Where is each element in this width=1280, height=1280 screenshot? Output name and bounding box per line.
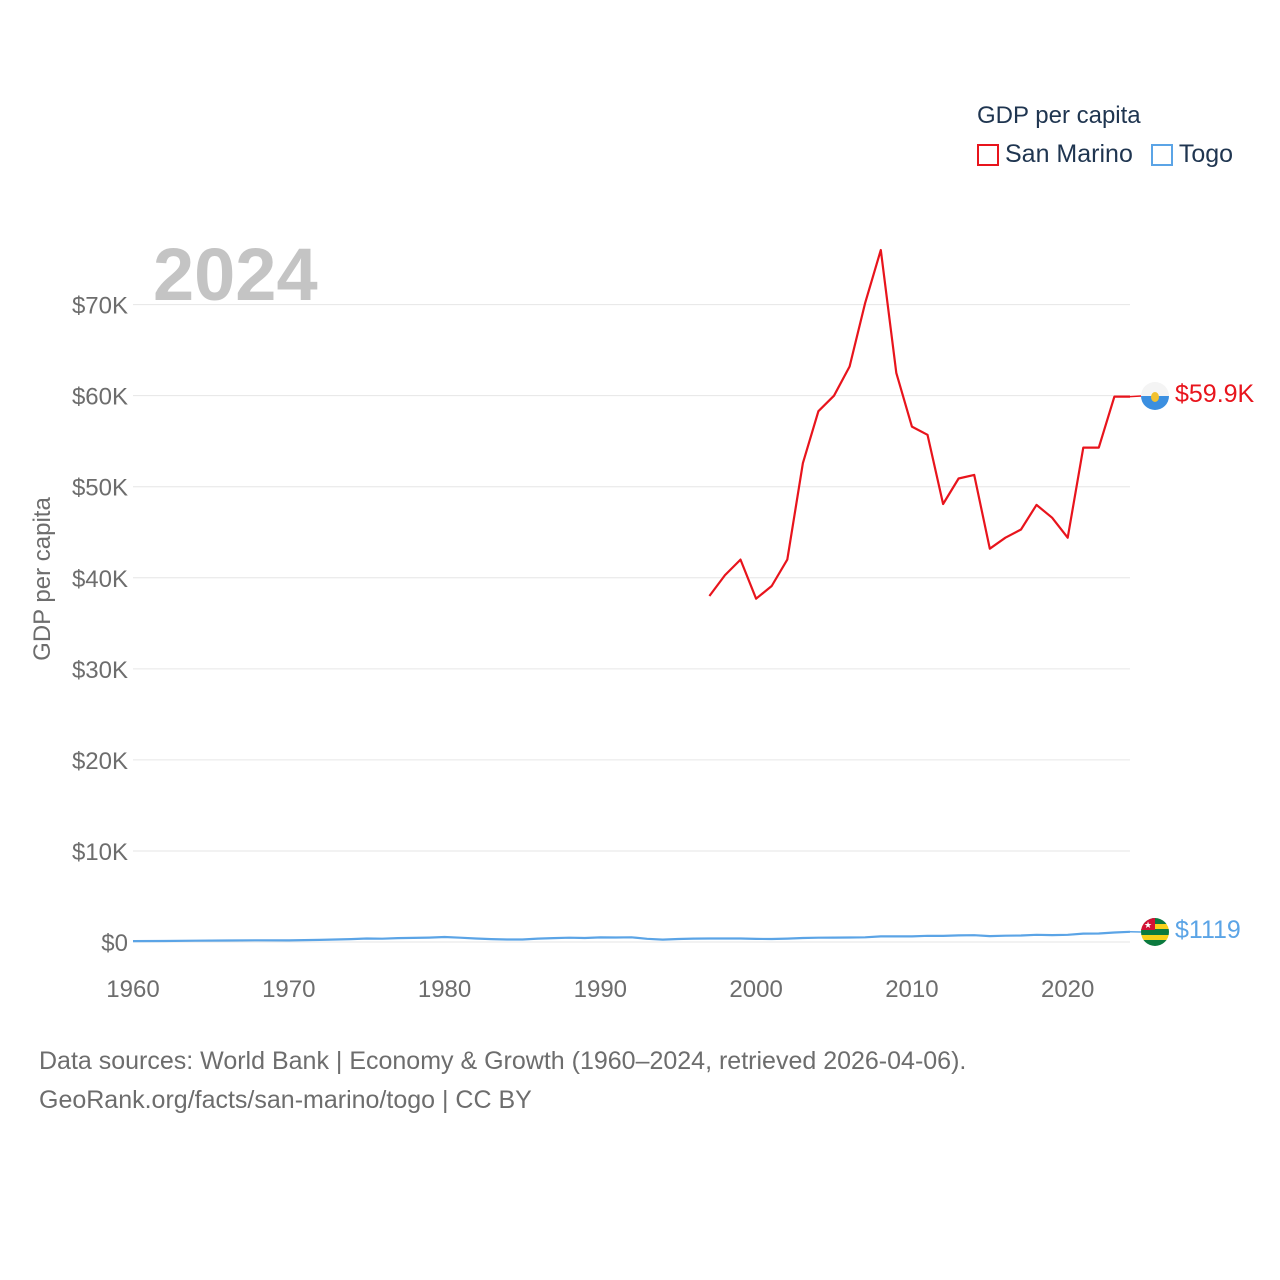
y-tick-label: $60K <box>72 384 128 411</box>
x-tick-label: 2010 <box>885 976 938 1003</box>
legend-item-san-marino[interactable]: San Marino <box>977 140 1133 169</box>
svg-text:★: ★ <box>1144 921 1152 931</box>
legend-title: GDP per capita <box>977 102 1141 129</box>
y-axis-title: GDP per capita <box>29 497 56 661</box>
x-tick-label: 2000 <box>729 976 782 1003</box>
series-line-togo[interactable] <box>132 930 1131 943</box>
gridlines <box>133 304 1130 943</box>
y-tick-label: $0 <box>101 930 128 957</box>
footer: Data sources: World Bank | Economy & Gro… <box>39 1042 966 1120</box>
x-tick-label: 2020 <box>1041 976 1094 1003</box>
y-tick-label: $40K <box>72 566 128 593</box>
end-value-label-togo: $1119 <box>1175 916 1241 944</box>
legend-item-togo[interactable]: Togo <box>1150 140 1234 169</box>
series-line-san-marino[interactable] <box>708 248 1130 600</box>
y-axis-ticks: $0 $10K $20K $30K $40K $50K $60K $70K <box>72 293 128 957</box>
source-note: Data sources: World Bank | Economy & Gro… <box>39 1047 967 1075</box>
attribution-link[interactable]: GeoRank.org/facts/san-marino/togo | CC B… <box>39 1086 532 1114</box>
togo-flag-icon: ★ <box>1141 918 1169 946</box>
y-tick-label: $20K <box>72 748 128 775</box>
legend-label-togo: Togo <box>1178 140 1234 168</box>
legend-swatch-san-marino <box>977 143 999 166</box>
legend: GDP per capita San Marino Togo <box>977 100 1251 169</box>
san-marino-flag-icon <box>1141 382 1169 410</box>
legend-swatch-togo <box>1150 143 1173 166</box>
y-tick-label: $30K <box>72 657 128 684</box>
legend-label-san-marino: San Marino <box>1005 140 1133 168</box>
y-tick-label: $70K <box>72 293 128 320</box>
y-tick-label: $10K <box>72 839 128 866</box>
x-tick-label: 1970 <box>262 976 315 1003</box>
x-tick-label: 1980 <box>418 976 471 1003</box>
series-lines <box>132 248 1142 943</box>
y-tick-label: $50K <box>72 475 128 502</box>
x-axis-ticks: 1960 1970 1980 1990 2000 2010 2020 <box>106 976 1094 1003</box>
x-tick-label: 1960 <box>106 976 159 1003</box>
x-tick-label: 1990 <box>574 976 627 1003</box>
year-watermark: 2024 <box>153 233 318 316</box>
end-connector-0 <box>1129 395 1142 398</box>
end-value-label-san-marino: $59.9K <box>1175 380 1255 408</box>
